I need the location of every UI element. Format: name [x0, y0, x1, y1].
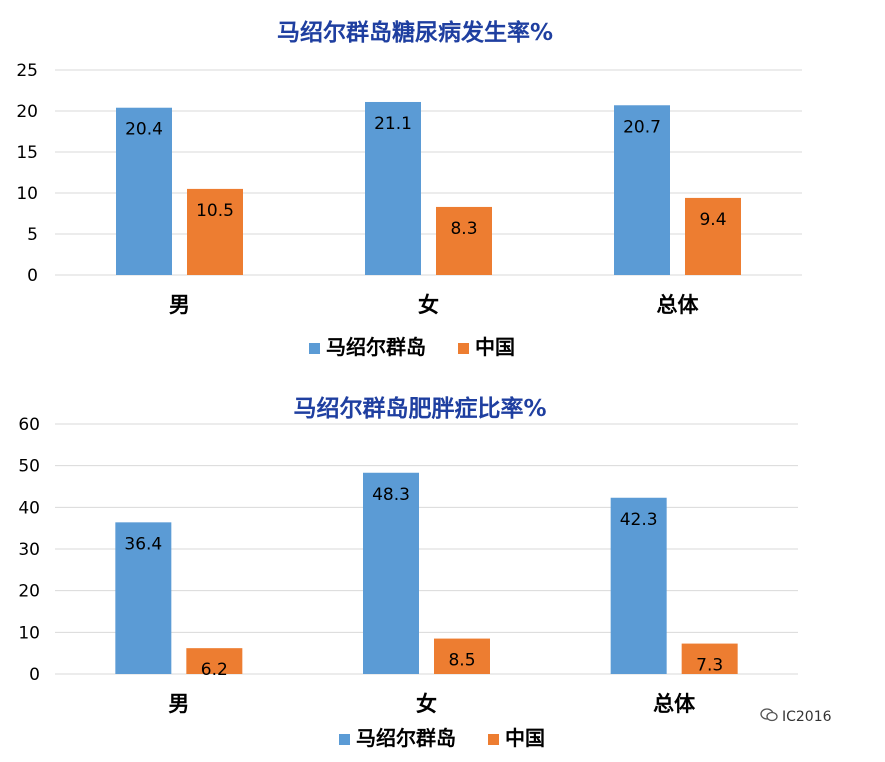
bar-marshall — [115, 522, 172, 674]
data-label: 21.1 — [374, 114, 412, 134]
x-category-label: 女 — [416, 692, 437, 716]
data-label: 7.3 — [696, 656, 723, 676]
bar-marshall — [116, 107, 172, 275]
bar-china — [681, 643, 738, 674]
bar-marshall — [614, 105, 670, 275]
y-tick-label: 40 — [18, 498, 40, 518]
y-tick-label: 5 — [27, 225, 38, 245]
y-tick-label: 10 — [18, 623, 40, 643]
data-label: 20.4 — [125, 120, 163, 140]
data-label: 20.7 — [623, 117, 661, 137]
data-label: 8.5 — [448, 651, 475, 671]
legend-label: 中国 — [475, 335, 515, 359]
bar-marshall — [363, 472, 419, 674]
y-tick-label: 15 — [16, 143, 38, 163]
bar-china — [685, 197, 741, 275]
y-tick-label: 50 — [18, 457, 40, 477]
bar-china — [186, 648, 243, 674]
x-category-label: 女 — [418, 293, 439, 317]
legend-swatch — [339, 734, 350, 745]
diabetes-chart: 马绍尔群岛糖尿病发生率% 0 5 10 15 20 25 20.4 10.5 男 21.1 8.3 女 2… — [0, 0, 885, 368]
data-label: 10.5 — [196, 201, 234, 221]
bar-marshall — [610, 497, 667, 674]
y-tick-label: 0 — [27, 266, 38, 286]
x-category-label: 总体 — [653, 692, 696, 716]
y-tick-label: 20 — [16, 102, 38, 122]
chart-title: 马绍尔群岛肥胖症比率% — [293, 395, 546, 422]
data-label: 9.4 — [699, 210, 726, 230]
data-label: 6.2 — [201, 660, 228, 680]
data-label: 42.3 — [620, 510, 658, 530]
bar-china — [434, 638, 490, 674]
data-label: 48.3 — [372, 485, 410, 505]
wechat-icon — [760, 708, 778, 726]
y-tick-label: 60 — [18, 415, 40, 435]
y-tick-label: 30 — [18, 540, 40, 560]
legend-label: 马绍尔群岛 — [356, 726, 456, 750]
bar-marshall — [365, 101, 421, 275]
bar-china — [436, 206, 492, 275]
y-tick-label: 10 — [16, 184, 38, 204]
watermark-text: IC2016 — [782, 709, 832, 725]
obesity-chart: 马绍尔群岛肥胖症比率% 0 10 20 30 40 50 60 36.4 6.2 男 48.3 8.5 女… — [0, 380, 885, 758]
x-category-label: 总体 — [657, 293, 700, 317]
y-tick-label: 25 — [16, 61, 38, 81]
legend-label: 马绍尔群岛 — [326, 335, 426, 359]
chart-title: 马绍尔群岛糖尿病发生率% — [277, 19, 553, 46]
x-category-label: 男 — [169, 293, 190, 317]
watermark: IC2016 — [760, 708, 832, 726]
y-tick-label: 0 — [29, 665, 40, 685]
legend-label: 中国 — [505, 726, 545, 750]
data-label: 36.4 — [124, 534, 162, 554]
x-category-label: 男 — [168, 692, 189, 716]
legend-swatch — [458, 343, 469, 354]
y-tick-label: 20 — [18, 582, 40, 602]
legend-swatch — [309, 343, 320, 354]
legend-swatch — [488, 734, 499, 745]
obesity-chart-svg: 马绍尔群岛肥胖症比率% 0 10 20 30 40 50 60 36.4 6.2 男 48.3 8.5 女… — [18, 395, 798, 750]
diabetes-chart-svg: 马绍尔群岛糖尿病发生率% 0 5 10 15 20 25 20.4 10.5 男 21.1 8.3 女 2… — [16, 19, 802, 359]
bar-china — [187, 188, 243, 275]
data-label: 8.3 — [450, 219, 477, 239]
